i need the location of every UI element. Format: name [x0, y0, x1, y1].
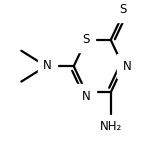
- Text: N: N: [43, 59, 52, 72]
- Text: N: N: [82, 90, 90, 103]
- Text: S: S: [82, 33, 90, 46]
- Text: N: N: [123, 60, 131, 73]
- Text: S: S: [119, 3, 127, 16]
- Text: NH₂: NH₂: [100, 120, 122, 133]
